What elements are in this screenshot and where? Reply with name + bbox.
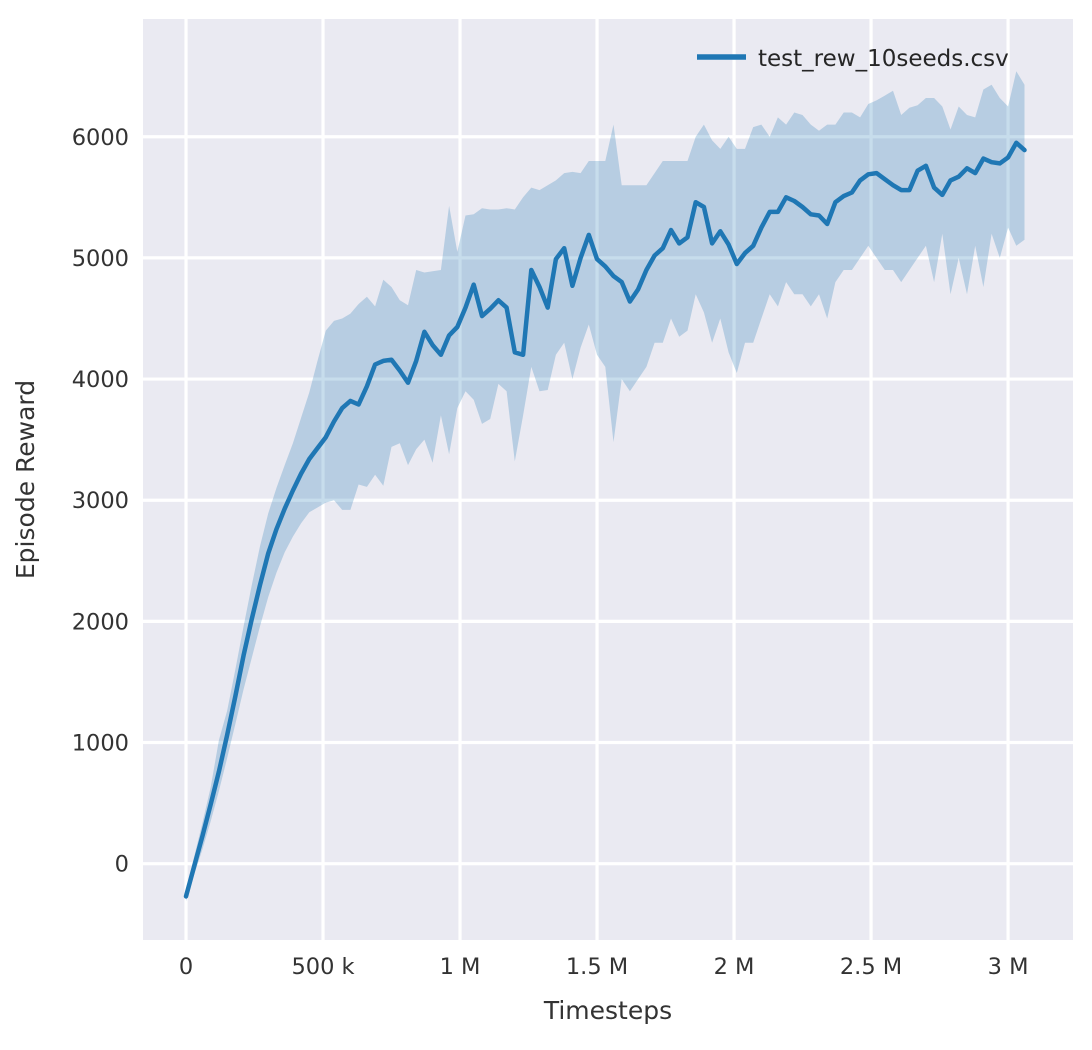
confidence-band [186, 71, 1025, 902]
x-tick-label-2: 1 M [440, 954, 481, 980]
y-axis-label: Episode Reward [11, 380, 40, 579]
mean-reward-line [183, 140, 1027, 899]
legend-label: test_rew_10seeds.csv [758, 46, 1009, 72]
y-tick-label-6: 6000 [72, 125, 129, 151]
x-axis-label: Timesteps [543, 996, 672, 1025]
x-tick-label-5: 2.5 M [840, 954, 902, 980]
y-tick-label-1: 1000 [72, 731, 129, 757]
x-tick-label-3: 1.5 M [566, 954, 628, 980]
x-tick-label-4: 2 M [714, 954, 755, 980]
y-tick-label-2: 2000 [72, 609, 129, 635]
y-tick-label-0: 0 [115, 852, 129, 878]
y-tick-label-5: 5000 [72, 246, 129, 272]
x-tick-label-1: 500 k [291, 954, 354, 980]
x-tick-label-6: 3 M [988, 954, 1029, 980]
y-tick-label-3: 3000 [72, 488, 129, 514]
y-tick-label-4: 4000 [72, 367, 129, 393]
x-tick-label-0: 0 [179, 954, 193, 980]
